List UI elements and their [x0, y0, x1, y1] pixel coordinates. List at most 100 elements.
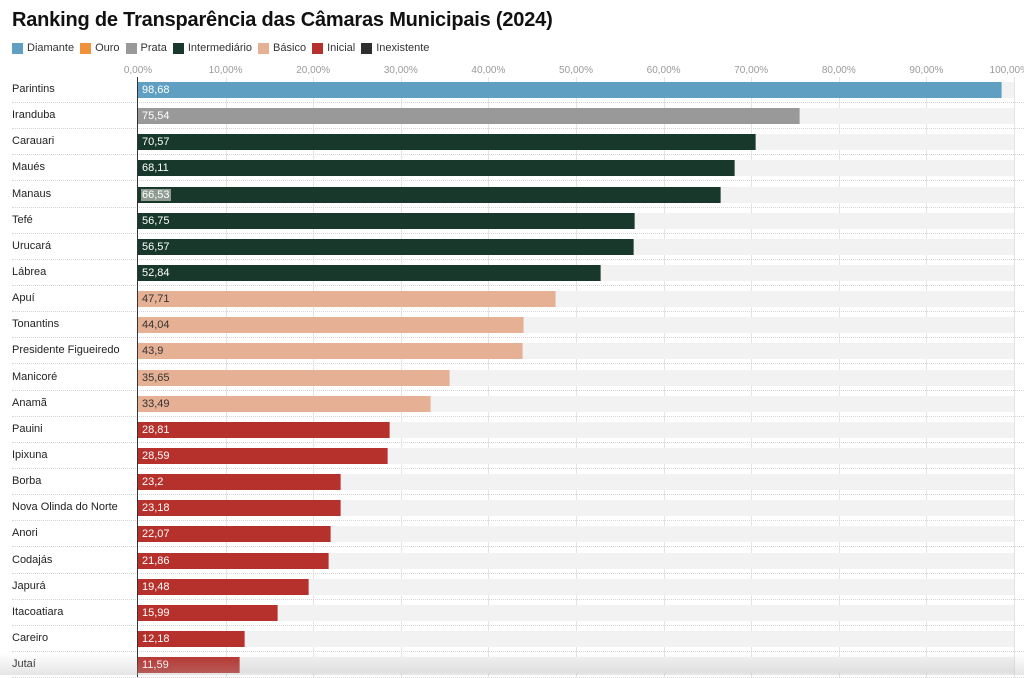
legend-swatch: [361, 42, 373, 54]
bar-track: 56,75: [138, 212, 1014, 229]
bar-track: 47,71: [138, 291, 1014, 308]
x-tick-label: 90,00%: [909, 65, 944, 76]
bar-row: Codajás 21,86: [0, 548, 1024, 574]
bar-row: Iranduba 75,54: [0, 103, 1024, 130]
bar[interactable]: 52,84: [138, 264, 601, 281]
bar[interactable]: 19,48: [138, 578, 309, 595]
category-label: Anamã: [12, 396, 47, 409]
bar-value-label: 75,54: [142, 110, 170, 123]
legend-item[interactable]: Prata: [125, 42, 167, 54]
bar-track: 15,99: [138, 604, 1014, 621]
bar-value-label: 68,11: [142, 162, 169, 175]
category-label: Anori: [12, 527, 38, 540]
row-separator: [12, 128, 1024, 130]
bar[interactable]: 56,57: [138, 238, 634, 255]
bar-track: 33,49: [138, 395, 1014, 412]
category-label: Manicoré: [12, 370, 58, 383]
bar-value-label: 52,84: [142, 266, 170, 279]
bar[interactable]: 75,54: [138, 108, 800, 125]
bar-row: Manaus 66,53: [0, 182, 1024, 208]
row-separator: [12, 232, 1024, 234]
category-label: Iranduba: [12, 109, 56, 122]
bar-track: 44,04: [138, 317, 1014, 334]
x-tick-label: 30,00%: [383, 65, 418, 76]
bar[interactable]: 28,59: [138, 447, 389, 464]
legend-item[interactable]: Inexistente: [361, 42, 429, 54]
category-label: Ipixuna: [12, 448, 48, 461]
bar-track: 11,59: [138, 657, 1014, 674]
category-label: Pauini: [12, 422, 43, 435]
bar[interactable]: 35,65: [138, 369, 451, 386]
bar[interactable]: 70,57: [138, 134, 757, 151]
legend-item[interactable]: Diamante: [12, 42, 74, 54]
legend-item[interactable]: Inicial: [312, 42, 355, 54]
bar-track: 35,65: [138, 369, 1014, 386]
bar-row: Itacoatiara 15,99: [0, 600, 1024, 626]
bar-value-label: 21,86: [142, 554, 170, 567]
legend-label: Prata: [140, 42, 167, 54]
bar[interactable]: 11,59: [138, 657, 240, 674]
bar[interactable]: 23,2: [138, 474, 342, 491]
bar-track: 19,48: [138, 578, 1014, 595]
row-separator: [12, 180, 1024, 182]
bar-track: 22,07: [138, 526, 1014, 543]
row-separator: [12, 624, 1024, 626]
bar[interactable]: 43,9: [138, 343, 523, 360]
category-label: Presidente Figueiredo: [12, 344, 120, 357]
bar[interactable]: 98,68: [138, 82, 1003, 98]
bar[interactable]: 23,18: [138, 500, 342, 517]
x-tick-label: 20,00%: [296, 65, 331, 76]
row-separator: [12, 258, 1024, 260]
bar-track: 56,57: [138, 238, 1014, 255]
bar-row: Anamã 33,49: [0, 391, 1024, 417]
bar[interactable]: 28,81: [138, 421, 391, 438]
bar-chart: Parintins 98,68 Iranduba 75,54 Carauari 70,57…: [0, 77, 1024, 678]
y-axis-line: [137, 77, 138, 677]
category-label: Tefé: [12, 213, 33, 226]
bar-row: Japurá 19,48: [0, 574, 1024, 600]
bar-track: 43,9: [138, 343, 1014, 360]
bar[interactable]: 15,99: [138, 604, 279, 621]
bar-track: 68,11: [138, 160, 1014, 177]
category-label: Manaus: [12, 187, 52, 200]
bar[interactable]: 44,04: [138, 317, 524, 334]
row-separator: [12, 572, 1024, 574]
bar-row: Lábrea 52,84: [0, 260, 1024, 286]
bar-value-label: 22,07: [142, 528, 170, 541]
bar[interactable]: 66,53: [138, 186, 721, 203]
row-separator: [12, 441, 1024, 443]
bar-value-label: 43,9: [142, 345, 164, 358]
legend-label: Diamante: [27, 42, 75, 54]
row-separator: [12, 311, 1024, 313]
bar[interactable]: 33,49: [138, 395, 432, 412]
bar[interactable]: 56,75: [138, 212, 636, 229]
legend-item[interactable]: Básico: [258, 42, 306, 54]
row-separator: [12, 520, 1024, 522]
bar-value-label: 35,65: [142, 371, 170, 384]
bar-value-label: 12,18: [142, 632, 170, 645]
legend-swatch: [125, 42, 137, 54]
row-separator: [12, 598, 1024, 600]
category-label: Maués: [12, 161, 46, 174]
bar-value-label: 23,2: [142, 476, 164, 489]
gridline: [1014, 77, 1015, 677]
bar[interactable]: 21,86: [138, 552, 330, 569]
bar-row: Pauini 28,81: [0, 417, 1024, 443]
legend-item[interactable]: Ouro: [80, 42, 120, 54]
bar-value-label: 23,18: [142, 502, 170, 515]
legend-label: Ouro: [95, 42, 120, 54]
bar-row: Careiro 12,18: [0, 626, 1024, 652]
bar-row: Nova Olinda do Norte 23,18: [0, 495, 1024, 522]
x-axis: 0,00% 10,00% 20,00% 30,00% 40,00% 50,00% 60,00…: [0, 65, 1024, 79]
bar[interactable]: 12,18: [138, 630, 245, 647]
legend-swatch: [258, 42, 270, 54]
bar-value-label: 56,57: [142, 240, 170, 253]
bar[interactable]: 68,11: [138, 160, 735, 177]
legend-item[interactable]: Intermediário: [172, 42, 252, 54]
row-separator: [12, 389, 1024, 391]
bar-value-label: 15,99: [142, 606, 170, 619]
bar[interactable]: 47,71: [138, 291, 556, 308]
bar-track: 75,54: [138, 108, 1014, 125]
bar-track: 70,57: [138, 134, 1014, 151]
bar[interactable]: 22,07: [138, 526, 332, 543]
